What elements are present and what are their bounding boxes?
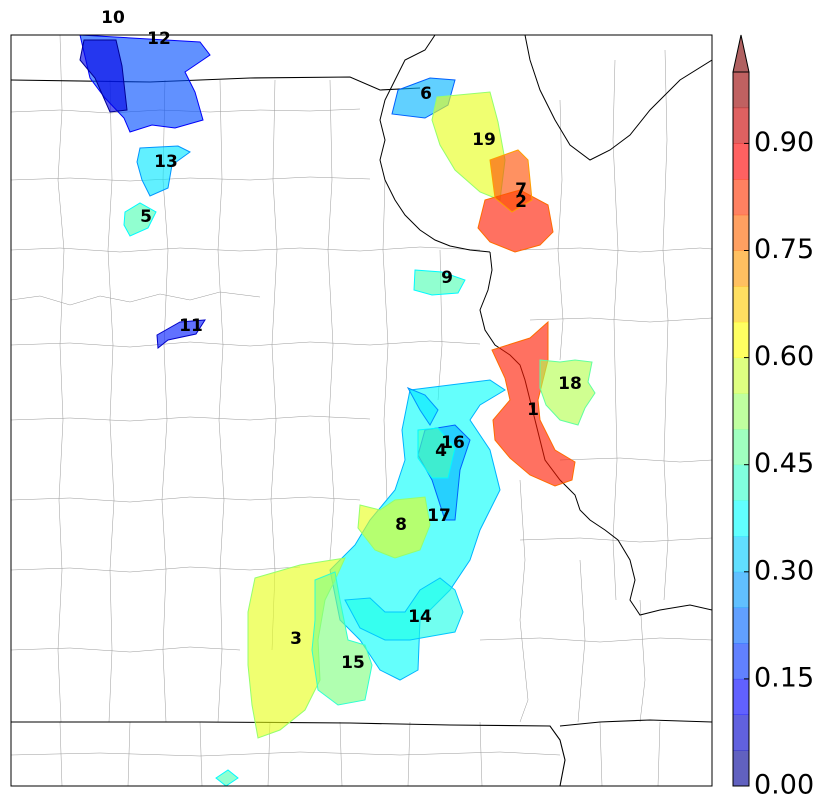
object-label-17: 17 (427, 506, 451, 526)
colorbar-tick-label: 0.75 (754, 234, 814, 265)
colorbar-segment (733, 393, 749, 430)
object-8-region (357, 496, 431, 559)
colorbar: 0.00 0.15 0.30 0.45 0.60 0.75 0.90 (732, 34, 814, 801)
colorbar-segment (733, 750, 749, 787)
object-13-region (136, 145, 191, 197)
object-label-15: 15 (341, 653, 365, 673)
colorbar-segment (733, 714, 749, 751)
object-label-12: 12 (147, 29, 171, 49)
colorbar-segment (733, 214, 749, 251)
map-frame (10, 34, 713, 787)
county-lines (11, 35, 712, 786)
colorbar-extend-arrow (732, 34, 750, 73)
colorbar-segment (733, 464, 749, 501)
object-label-16: 16 (441, 433, 465, 453)
colorbar-segment (733, 500, 749, 537)
object-label-7: 7 (515, 180, 527, 200)
object-label-13: 13 (154, 152, 178, 172)
colorbar-segment (733, 607, 749, 644)
object-4-region (417, 427, 456, 479)
colorbar-segment (733, 72, 749, 109)
object-label-9: 9 (441, 268, 453, 288)
object-label-11: 11 (179, 316, 203, 336)
object-label-8: 8 (395, 515, 407, 535)
colorbar-tick-label: 0.15 (754, 662, 814, 693)
colorbar-segment (733, 571, 749, 608)
object-1-region (491, 320, 576, 487)
colorbar-tick-label: 0.60 (754, 341, 814, 372)
colorbar-segment (733, 321, 749, 358)
object-5-region (123, 202, 157, 237)
object-17-region (406, 387, 439, 426)
colorbar-segment (733, 250, 749, 287)
colorbar-segment (733, 179, 749, 216)
object-9-region (413, 269, 466, 296)
colorbar-tick-label: 0.30 (754, 555, 814, 586)
colorbar-segment (733, 643, 749, 680)
colorbar-segment (733, 536, 749, 573)
object-label-18: 18 (558, 374, 582, 394)
colorbar-tick-label: 0.90 (754, 127, 814, 158)
object-small-region (215, 769, 239, 786)
object-label-4: 4 (435, 441, 447, 461)
object-label-3: 3 (290, 629, 302, 649)
object-label-14: 14 (408, 607, 432, 627)
object-label-2: 2 (515, 192, 527, 212)
colorbar-segment (733, 107, 749, 144)
object-layer (79, 35, 596, 786)
object-label-5: 5 (140, 207, 152, 227)
object-19-region (431, 91, 506, 201)
colorbar-segment (733, 143, 749, 180)
object-label-19: 19 (472, 130, 496, 150)
object-14-region (344, 577, 464, 641)
object-label-1: 1 (527, 400, 539, 420)
colorbar-segment (733, 286, 749, 323)
object-10-region (79, 39, 128, 113)
colorbar-segment (733, 429, 749, 466)
colorbar-tick-label: 0.00 (754, 770, 814, 801)
object-18-region (539, 359, 596, 426)
colorbar-segment (733, 678, 749, 715)
colorbar-segment (733, 357, 749, 394)
object-7-region (489, 149, 533, 213)
colorbar-tick-label: 0.45 (754, 448, 814, 479)
object-label-10: 10 (101, 8, 125, 28)
colorbar-frame (732, 71, 750, 787)
object-11-region (156, 319, 206, 349)
object-15-region (311, 571, 373, 706)
object-label-6: 6 (420, 84, 432, 104)
